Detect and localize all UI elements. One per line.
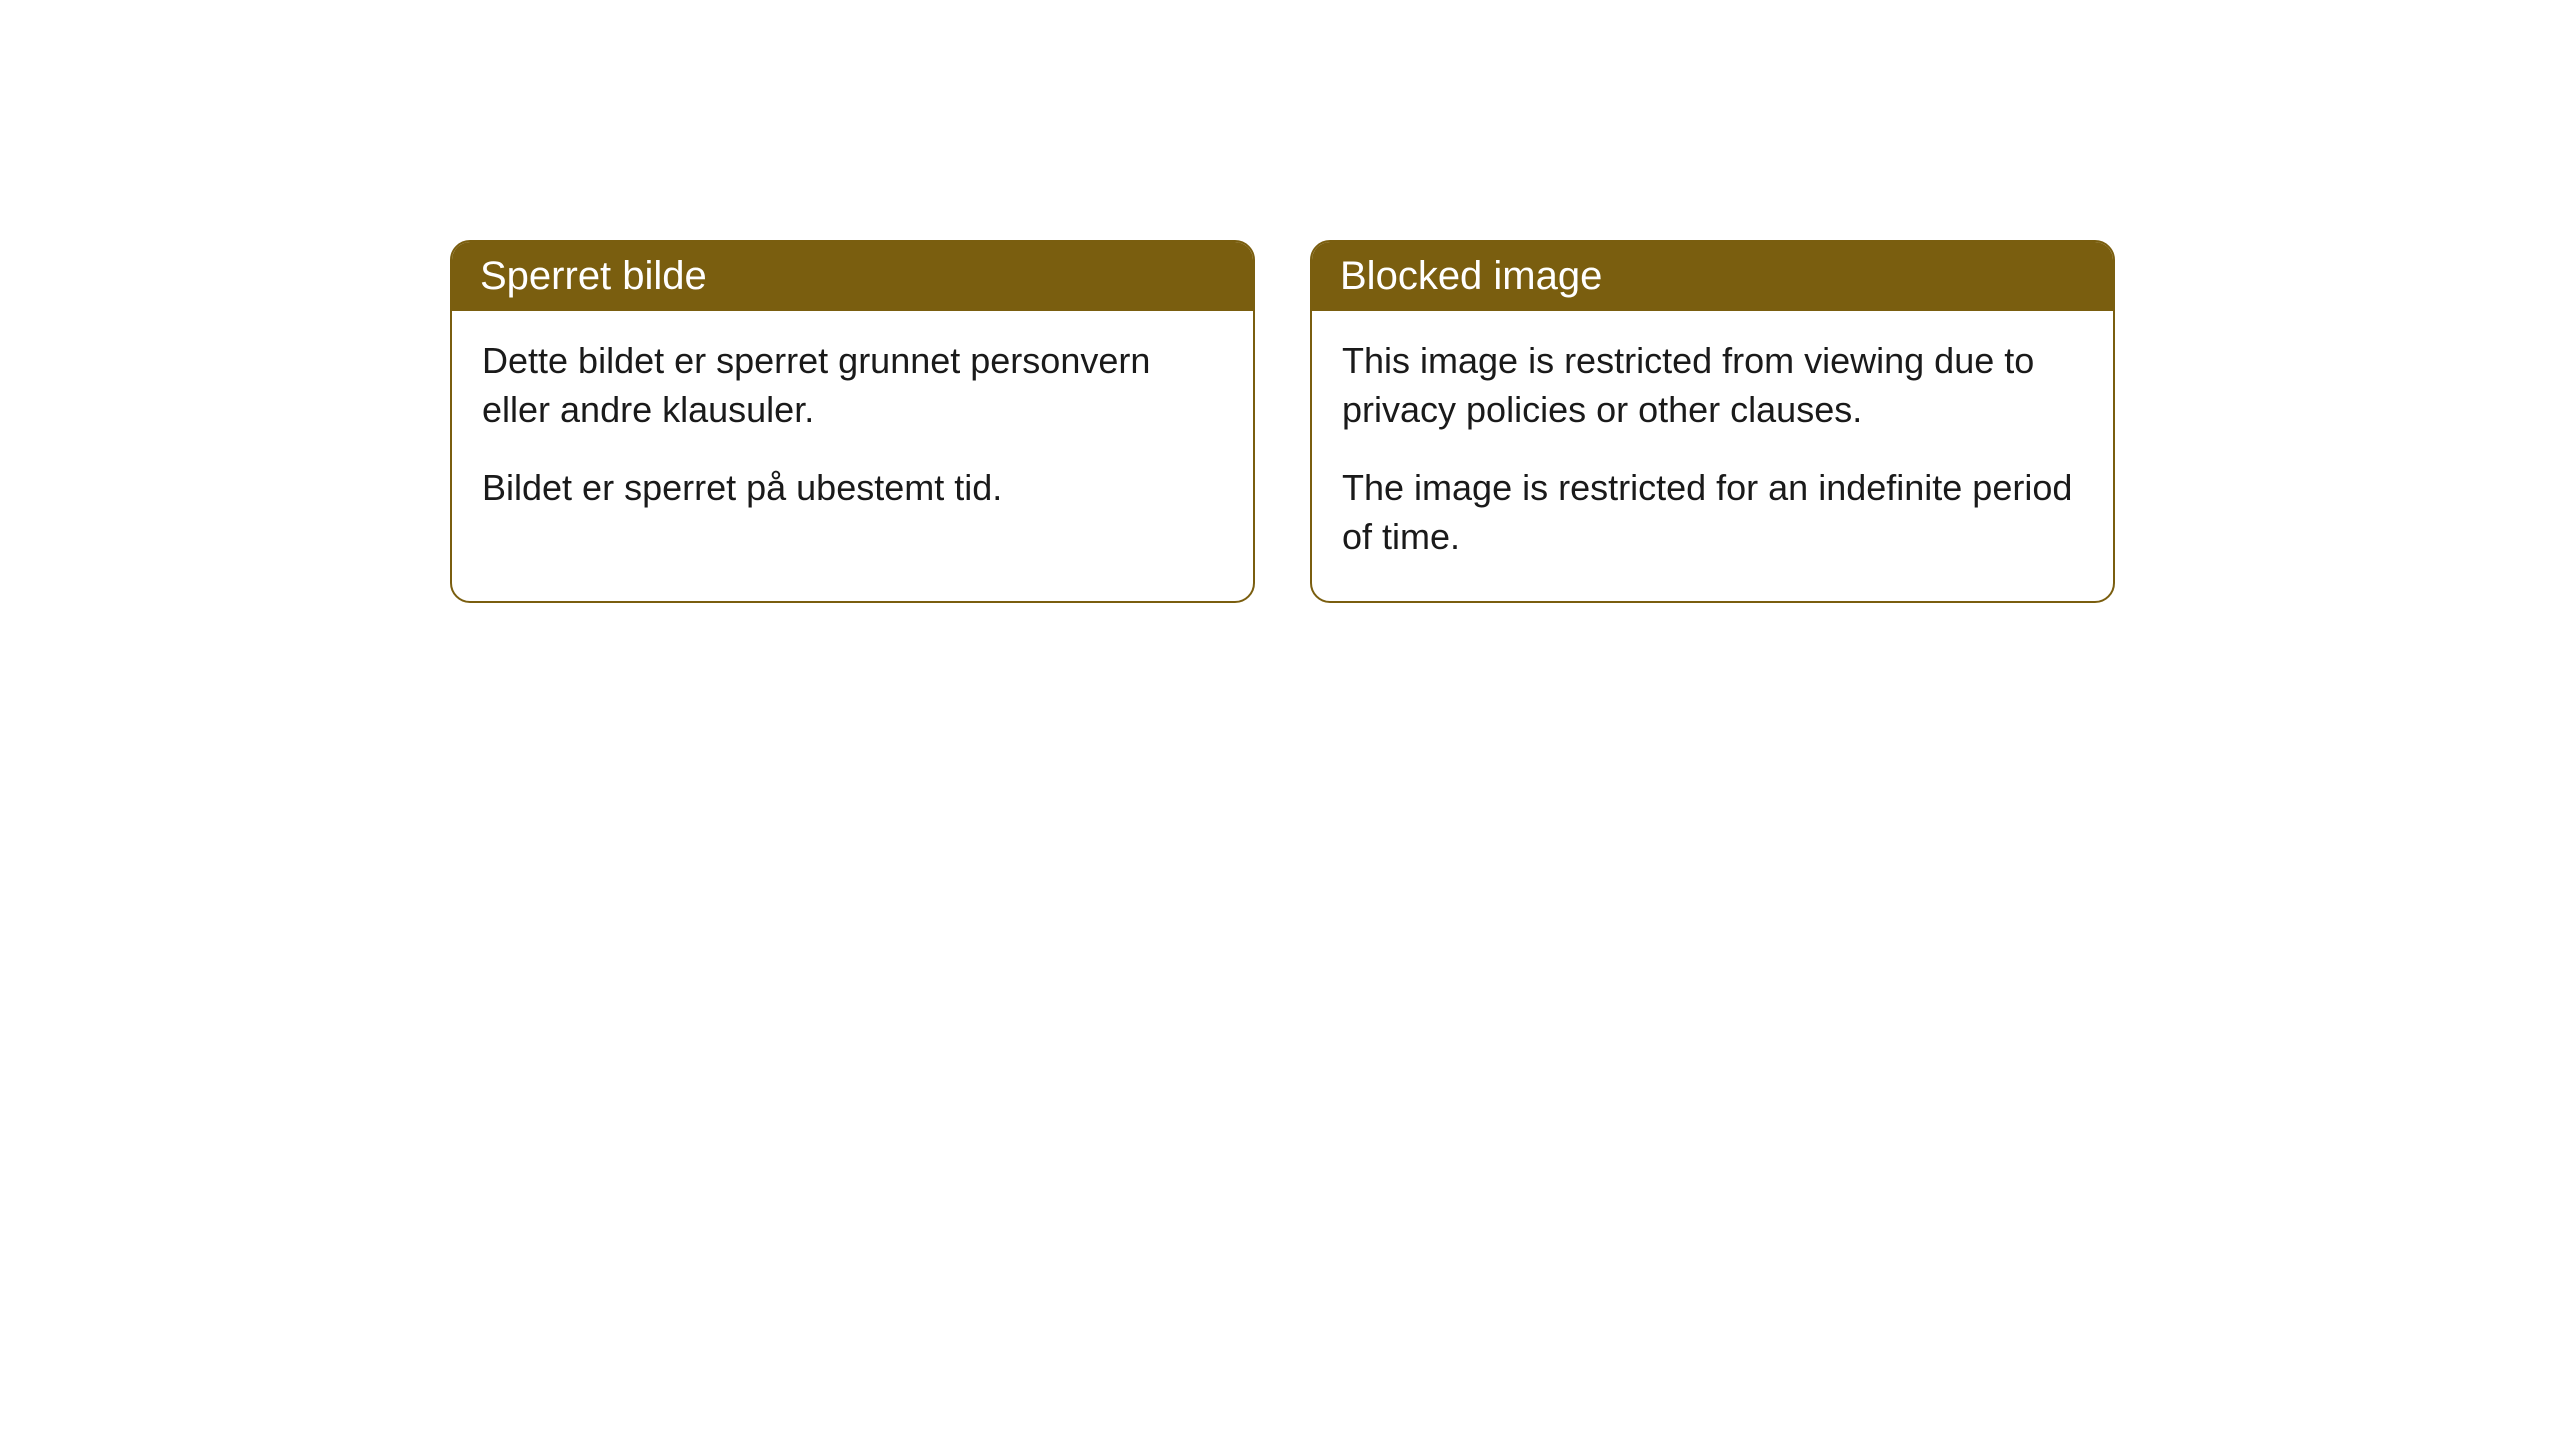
card-paragraph-2: The image is restricted for an indefinit… — [1342, 464, 2083, 561]
card-title: Blocked image — [1340, 254, 1602, 298]
card-body-norwegian: Dette bildet er sperret grunnet personve… — [452, 311, 1253, 553]
card-paragraph-1: Dette bildet er sperret grunnet personve… — [482, 337, 1223, 434]
card-header-norwegian: Sperret bilde — [452, 242, 1253, 311]
card-header-english: Blocked image — [1312, 242, 2113, 311]
card-title: Sperret bilde — [480, 254, 707, 298]
info-cards-container: Sperret bilde Dette bildet er sperret gr… — [450, 240, 2560, 603]
blocked-image-card-english: Blocked image This image is restricted f… — [1310, 240, 2115, 603]
card-paragraph-1: This image is restricted from viewing du… — [1342, 337, 2083, 434]
card-paragraph-2: Bildet er sperret på ubestemt tid. — [482, 464, 1223, 513]
blocked-image-card-norwegian: Sperret bilde Dette bildet er sperret gr… — [450, 240, 1255, 603]
card-body-english: This image is restricted from viewing du… — [1312, 311, 2113, 601]
